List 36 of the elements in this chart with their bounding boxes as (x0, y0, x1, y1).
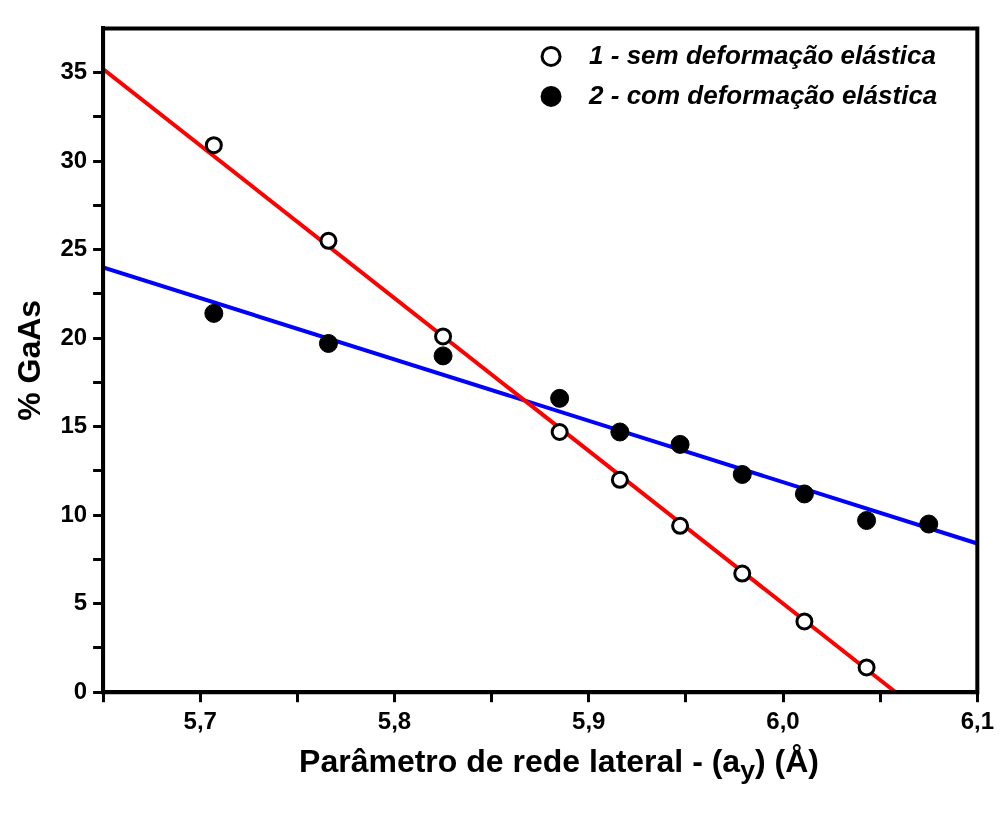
y-tick-label: 5 (73, 588, 88, 616)
point (434, 327, 453, 346)
point (857, 511, 877, 530)
y-tick-label: 15 (60, 411, 88, 439)
point (550, 388, 570, 408)
y-axis-title: % GaAs (11, 299, 48, 421)
point (610, 470, 629, 489)
x-tick-label: 5,7 (183, 707, 217, 735)
point (433, 346, 453, 366)
y-tick-label: 0 (73, 676, 88, 704)
x-tick-label: 6,1 (960, 707, 995, 735)
point (670, 434, 690, 454)
legend-label: 2 - com deformação elástica (588, 79, 938, 110)
y-tick-label: 25 (60, 234, 88, 262)
y-tick-label: 20 (60, 322, 88, 350)
point (550, 422, 569, 441)
point (204, 303, 224, 323)
point (204, 136, 223, 155)
y-tick-label: 30 (60, 145, 88, 173)
point (794, 484, 814, 504)
x-tick-label: 6,0 (766, 707, 800, 735)
point (732, 464, 752, 484)
point (919, 514, 939, 534)
point (319, 231, 338, 250)
point (733, 564, 752, 583)
point (610, 422, 630, 442)
point (795, 612, 814, 631)
point (318, 333, 338, 353)
point (671, 516, 690, 535)
y-tick-label: 35 (60, 57, 88, 85)
y-tick-label: 10 (60, 499, 88, 527)
x-axis-title: Parâmetro de rede lateral - (a$_{y}$) (Å) (298, 743, 820, 787)
legend-label: 1 - sem deformação elástica (589, 39, 936, 70)
x-tick-label: 5,8 (377, 707, 412, 735)
point (857, 658, 876, 677)
x-tick-label: 5,9 (572, 707, 606, 735)
